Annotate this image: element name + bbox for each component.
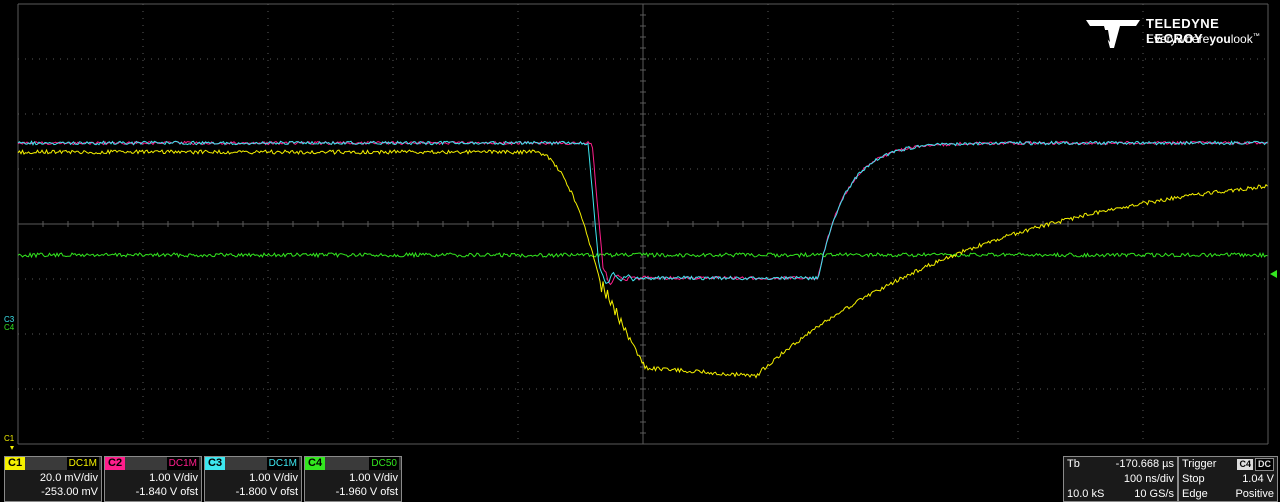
marker-c1: C1: [4, 434, 15, 443]
coupling-label: DC1M: [166, 457, 199, 470]
trigger-label: Trigger: [1182, 458, 1217, 470]
trace-c3: [17, 140, 1268, 285]
coupling-label: DC1M: [266, 457, 299, 470]
channel-id: C2: [105, 457, 126, 470]
trigger-source: C4: [1237, 459, 1253, 470]
logo-brand-text: TELEDYNE LECROY: [1146, 16, 1220, 46]
timebase-descriptor[interactable]: Tb -170.668 µs 100 ns/div 10.0 kS 10 GS/…: [1063, 456, 1178, 502]
traces: [17, 140, 1268, 379]
trigger-level: 1.04 V: [1242, 473, 1274, 485]
timebase-samples: 10.0 kS: [1067, 488, 1105, 500]
coupling-label: DC50: [369, 457, 399, 470]
channel-id: C1: [5, 457, 26, 470]
trigger-slope: Positive: [1235, 488, 1274, 500]
teledyne-lecroy-logo: TELEDYNE LECROY Everywhereyoulook™: [1084, 16, 1274, 50]
volts-per-div: 1.00 V/div: [349, 472, 398, 484]
channel-id: C3: [205, 457, 226, 470]
descriptor-bar: C1 DC1M 20.0 mV/div -253.00 mV C2 DC1M 1…: [0, 453, 1280, 502]
marker-c3: C3: [4, 315, 15, 324]
trigger-source-tags: C4 DC: [1235, 458, 1274, 471]
offset-value: -1.840 V ofst: [135, 486, 198, 498]
offset-value: -253.00 mV: [41, 486, 98, 498]
trace-c2: [17, 140, 1268, 286]
trace-c4: [17, 251, 1268, 259]
trigger-level-marker[interactable]: [1270, 270, 1277, 278]
timebase-scale: 100 ns/div: [1123, 473, 1174, 485]
trace-c1: [17, 148, 1268, 379]
volts-per-div: 20.0 mV/div: [39, 472, 98, 484]
channel-descriptor-c4[interactable]: C4 DC50 1.00 V/div -1.960 V ofst: [304, 456, 402, 502]
volts-per-div: 1.00 V/div: [149, 472, 198, 484]
volts-per-div: 1.00 V/div: [249, 472, 298, 484]
ground-markers: C3 C4 C1: [4, 270, 1277, 450]
timebase-label: Tb: [1067, 458, 1080, 470]
timebase-delay: -170.668 µs: [1115, 458, 1174, 470]
trigger-mode: Stop: [1182, 473, 1205, 485]
waveform-area[interactable]: C3 C4 C1: [0, 0, 1280, 450]
graticule: [17, 3, 1269, 445]
trigger-descriptor[interactable]: Trigger C4 DC Stop 1.04 V Edge Positive: [1178, 456, 1278, 502]
oscilloscope-display[interactable]: C3 C4 C1 TELEDYNE LECROY Everywhereyoulo…: [0, 0, 1280, 450]
channel-descriptor-c2[interactable]: C2 DC1M 1.00 V/div -1.840 V ofst: [104, 456, 202, 502]
channel-descriptor-c3[interactable]: C3 DC1M 1.00 V/div -1.800 V ofst: [204, 456, 302, 502]
trigger-coupling: DC: [1255, 458, 1274, 471]
channel-id: C4: [305, 457, 326, 470]
offset-value: -1.960 V ofst: [335, 486, 398, 498]
trigger-type: Edge: [1182, 488, 1208, 500]
timebase-rate: 10 GS/s: [1134, 488, 1174, 500]
channel-descriptor-c1[interactable]: C1 DC1M 20.0 mV/div -253.00 mV: [4, 456, 102, 502]
c1-ground-arrow-icon: [10, 446, 14, 450]
offset-value: -1.800 V ofst: [235, 486, 298, 498]
lecroy-logo-icon: [1086, 20, 1140, 48]
coupling-label: DC1M: [66, 457, 99, 470]
logo-tagline: Everywhereyoulook™: [1146, 32, 1260, 46]
marker-c4: C4: [4, 323, 15, 332]
